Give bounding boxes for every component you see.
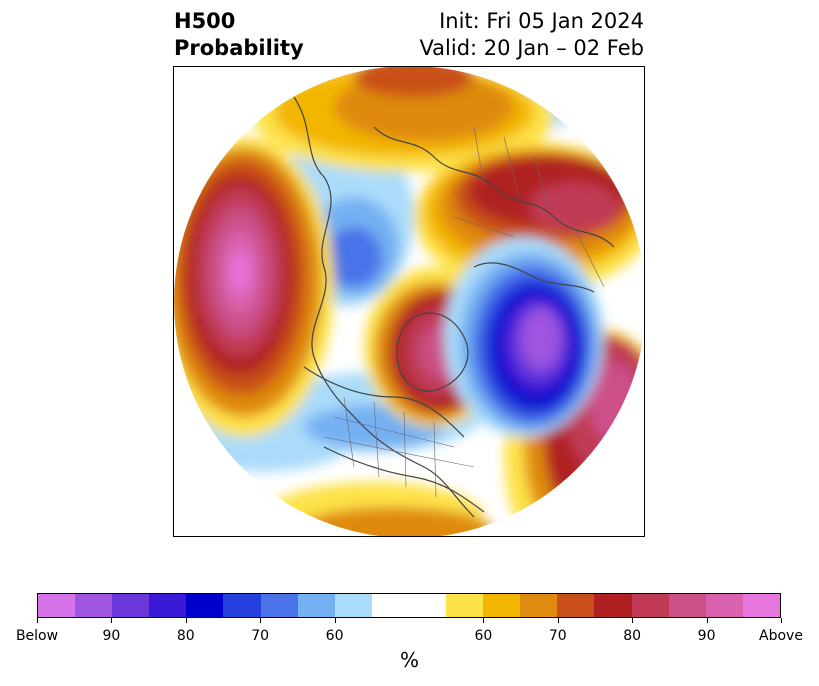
country-borders bbox=[323, 126, 605, 498]
colorbar-tick-label: 80 bbox=[176, 628, 195, 644]
title-line-1: H500 bbox=[174, 9, 236, 33]
probability-map bbox=[173, 66, 645, 537]
colorbar-tick-mark bbox=[632, 618, 633, 623]
valid-date: Valid: 20 Jan – 02 Feb bbox=[419, 36, 644, 60]
colorbar-tick-label: 70 bbox=[548, 628, 567, 644]
colorbar-segment bbox=[742, 594, 780, 617]
colorbar-segment bbox=[594, 594, 632, 617]
colorbar-segment bbox=[38, 594, 76, 617]
colorbar-tick-mark bbox=[37, 618, 38, 623]
colorbar-tick-mark bbox=[335, 618, 336, 623]
coastlines bbox=[293, 96, 615, 518]
colorbar-tick-mark bbox=[558, 618, 559, 623]
chart-title: H500 Probability bbox=[174, 8, 304, 62]
colorbar-segment bbox=[149, 594, 187, 617]
colorbar-segment bbox=[223, 594, 261, 617]
colorbar-unit-label: % bbox=[399, 648, 419, 672]
colorbar-segment bbox=[186, 594, 224, 617]
title-line-2: Probability bbox=[174, 36, 304, 60]
colorbar-tick-label: 60 bbox=[325, 628, 344, 644]
colorbar-segment bbox=[446, 594, 484, 617]
colorbar-tick-label: Below bbox=[15, 628, 59, 644]
colorbar-tick-label: 60 bbox=[474, 628, 493, 644]
colorbar-segment bbox=[112, 594, 150, 617]
colorbar-segment bbox=[260, 594, 298, 617]
forecast-dates: Init: Fri 05 Jan 2024 Valid: 20 Jan – 02… bbox=[419, 8, 644, 62]
colorbar-tick-label: 90 bbox=[102, 628, 121, 644]
colorbar-segment bbox=[75, 594, 113, 617]
colorbar-segment bbox=[557, 594, 595, 617]
colorbar-tick-label: 80 bbox=[623, 628, 642, 644]
colorbar-tick-mark bbox=[260, 618, 261, 623]
colorbar-segment bbox=[483, 594, 521, 617]
colorbar-segment bbox=[631, 594, 669, 617]
colorbar-tick-label: Above bbox=[759, 628, 803, 644]
colorbar-tick-label: 90 bbox=[697, 628, 716, 644]
colorbar-tick-mark bbox=[781, 618, 782, 623]
colorbar-tick-mark bbox=[186, 618, 187, 623]
colorbar-segment bbox=[297, 594, 335, 617]
colorbar-tick-mark bbox=[111, 618, 112, 623]
colorbar-tick-label: 70 bbox=[251, 628, 270, 644]
probability-field bbox=[174, 67, 644, 536]
colorbar-tick-mark bbox=[483, 618, 484, 623]
colorbar-segment bbox=[371, 594, 447, 617]
colorbar-segment bbox=[334, 594, 372, 617]
colorbar-segment bbox=[668, 594, 706, 617]
colorbar-segment bbox=[520, 594, 558, 617]
init-date: Init: Fri 05 Jan 2024 bbox=[439, 9, 644, 33]
colorbar bbox=[37, 593, 781, 618]
colorbar-tick-mark bbox=[707, 618, 708, 623]
map-svg bbox=[174, 67, 644, 536]
colorbar-segment bbox=[705, 594, 743, 617]
